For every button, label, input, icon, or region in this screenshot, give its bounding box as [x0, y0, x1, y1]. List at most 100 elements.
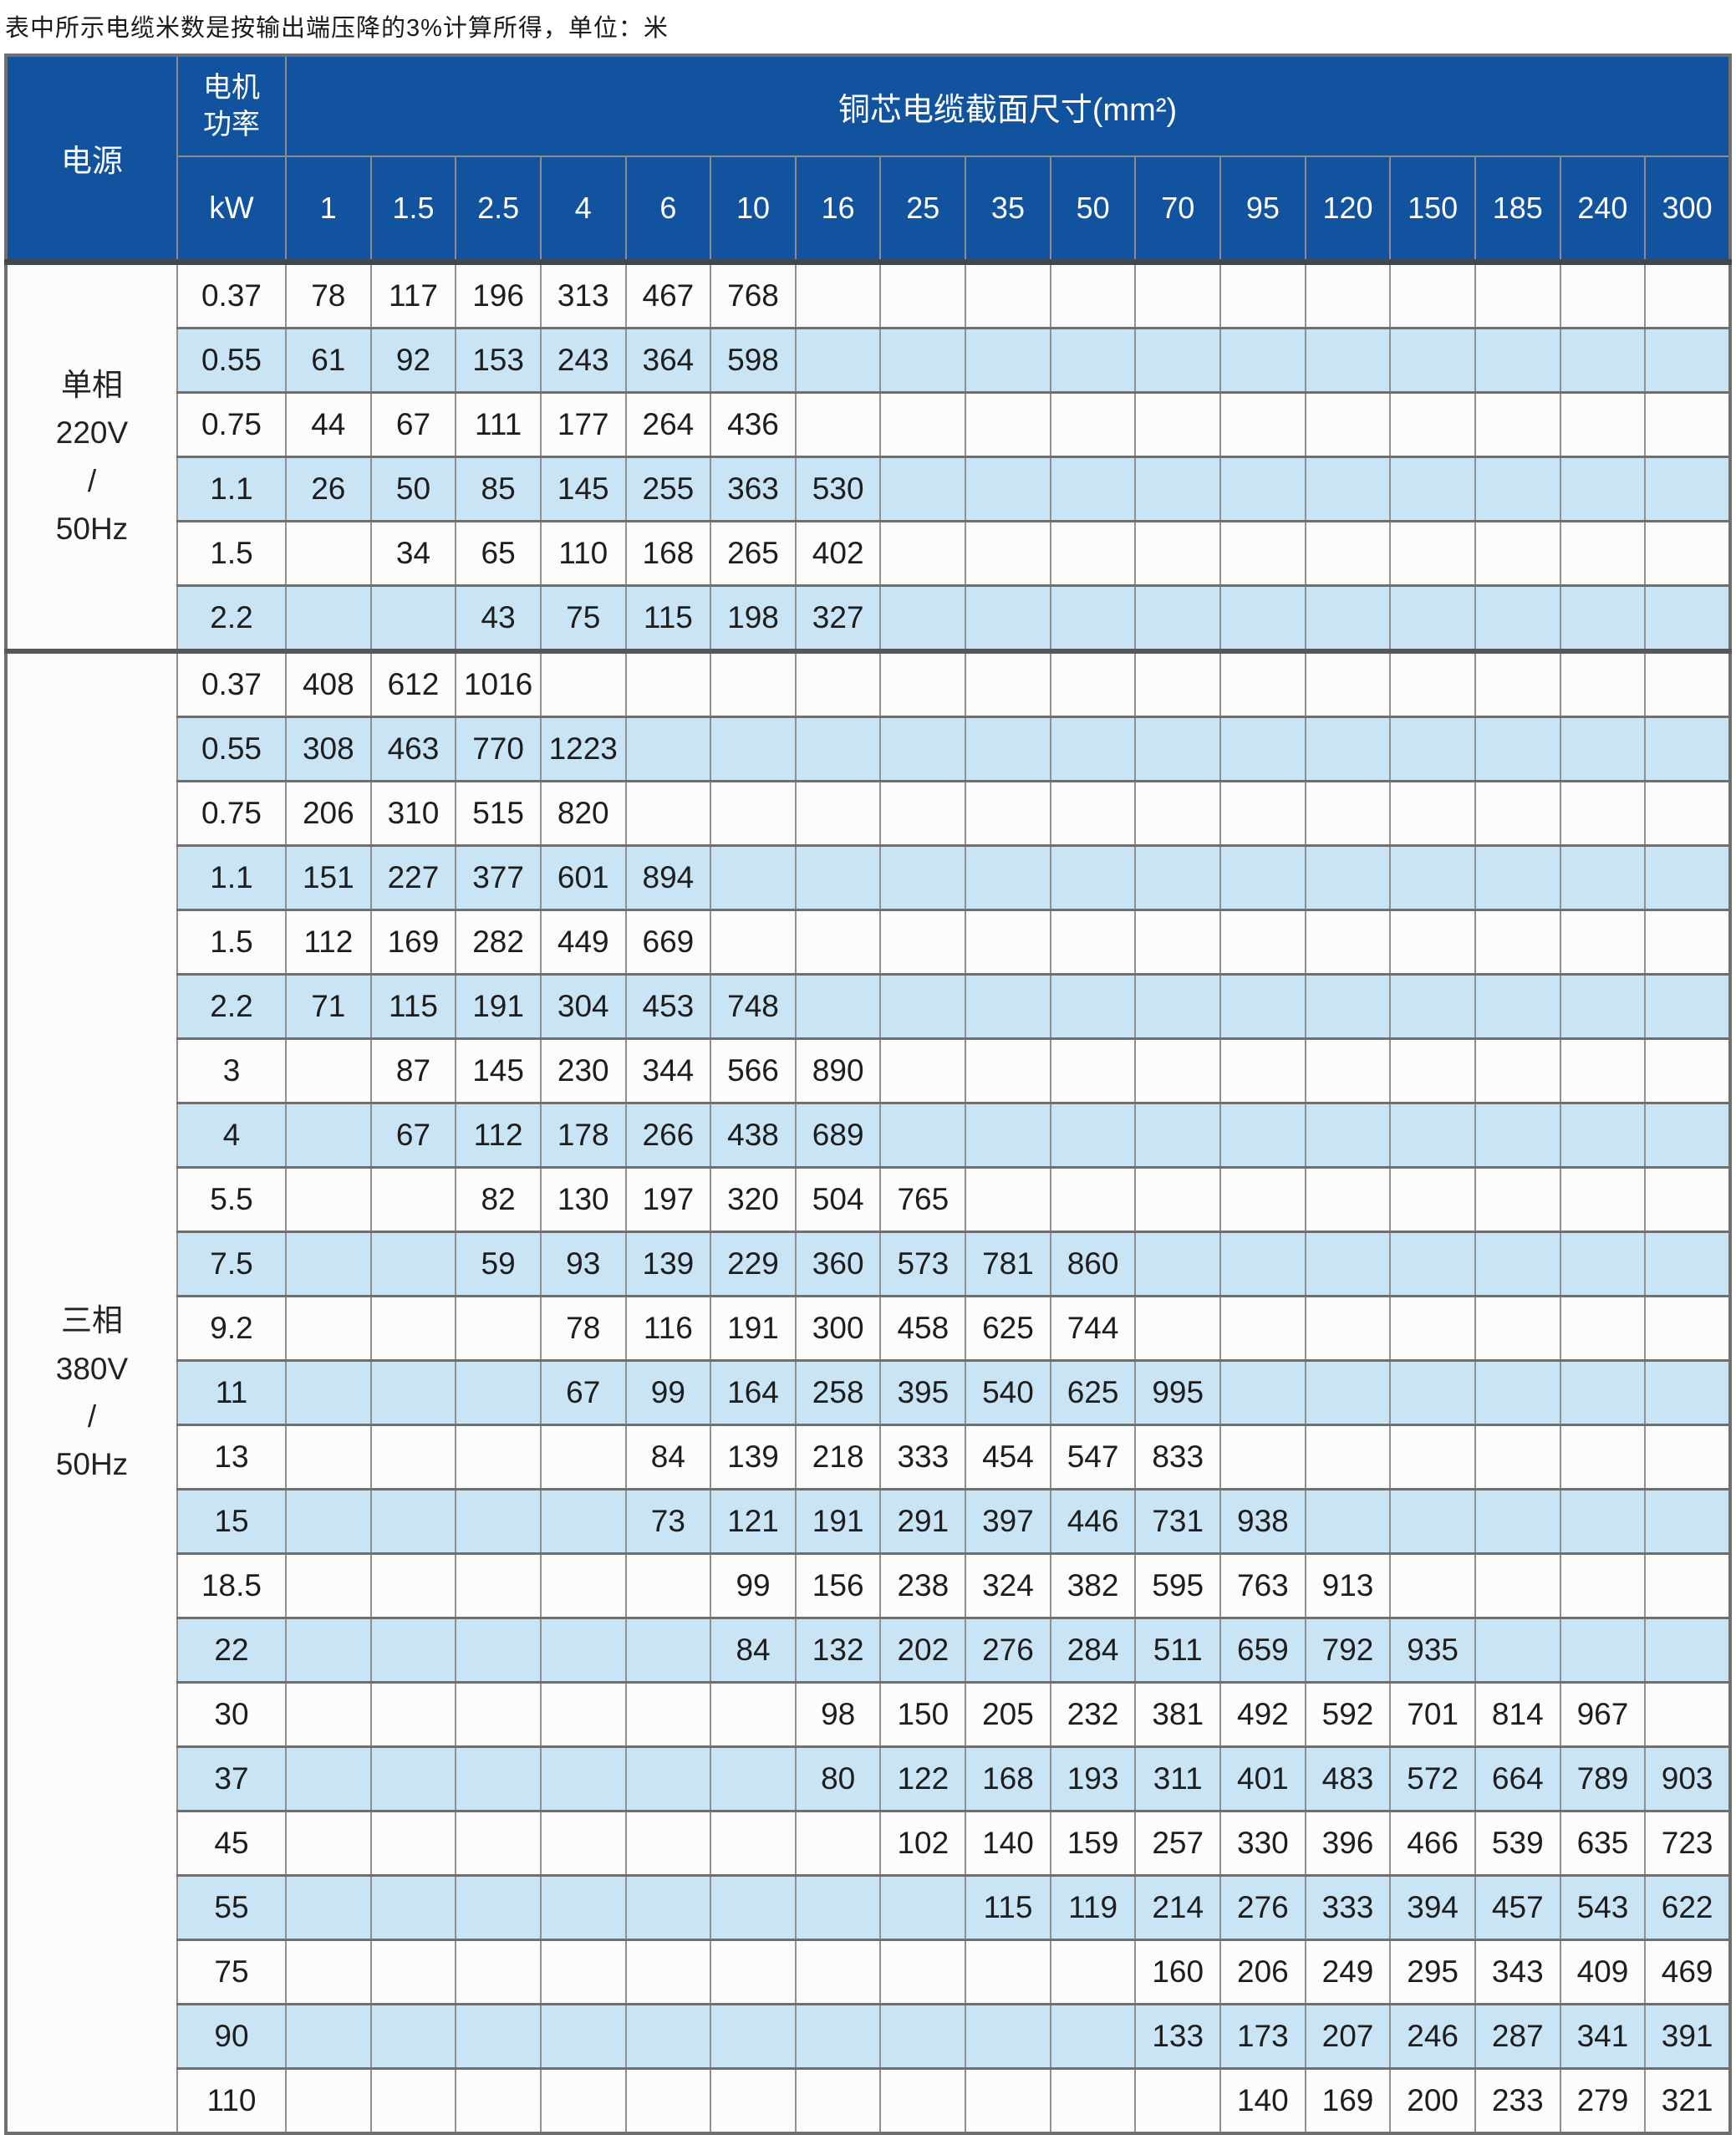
- empty-cell: [879, 844, 967, 911]
- empty-cell: [1304, 973, 1392, 1040]
- empty-cell: [285, 1166, 372, 1233]
- cable-length-value: 539: [1474, 1810, 1561, 1877]
- cable-length-value: 156: [794, 1552, 882, 1619]
- power-source-line: /: [87, 1399, 97, 1434]
- cable-length-value: 598: [710, 327, 797, 394]
- empty-cell: [794, 649, 882, 718]
- empty-cell: [285, 1488, 372, 1555]
- table-row: 18.5 99 156 238 324 382 595 763 913: [6, 1552, 1731, 1619]
- empty-cell: [285, 1552, 372, 1619]
- cable-length-value: 112: [455, 1102, 542, 1169]
- empty-cell: [1304, 259, 1392, 329]
- table-row: 1.5 34 65 110 168 265 402: [6, 520, 1731, 587]
- cable-length-value: 115: [624, 584, 712, 653]
- motor-power-value: 1.1: [176, 456, 287, 522]
- cable-length-value: 381: [1134, 1681, 1222, 1748]
- empty-cell: [1049, 584, 1137, 653]
- cable-length-value: 169: [1304, 2067, 1392, 2135]
- empty-cell: [539, 1552, 627, 1619]
- empty-cell: [1219, 1166, 1306, 1233]
- empty-cell: [879, 391, 967, 458]
- table-row: 0.75 206 310 515 820: [6, 780, 1731, 847]
- empty-cell: [1559, 649, 1647, 718]
- empty-cell: [794, 780, 882, 847]
- table-row: 0.55 308 463 770 1223: [6, 716, 1731, 782]
- cable-length-value: 44: [285, 391, 372, 458]
- cable-length-value: 781: [965, 1231, 1051, 1297]
- empty-cell: [455, 1359, 542, 1426]
- empty-cell: [1219, 716, 1306, 782]
- cable-length-value: 111: [455, 391, 542, 458]
- motor-power-value: 1.1: [176, 844, 287, 911]
- cable-length-value: 382: [1049, 1552, 1137, 1619]
- empty-cell: [879, 584, 967, 653]
- header-row-sizes: kW 1 1.5 2.5 4 6 10 16 25 35 50 70 95 120 150 185 240 30…: [6, 155, 1731, 263]
- empty-cell: [369, 1424, 457, 1490]
- empty-cell: [455, 1874, 542, 1941]
- empty-cell: [285, 1874, 372, 1941]
- cable-length-value: 595: [1134, 1552, 1222, 1619]
- empty-cell: [369, 1681, 457, 1748]
- cable-length-value: 80: [794, 1745, 882, 1812]
- cable-length-value: 295: [1389, 1939, 1476, 2005]
- power-source-line: 50Hz: [55, 511, 129, 546]
- empty-cell: [624, 2067, 712, 2135]
- motor-power-value: 13: [176, 1424, 287, 1490]
- empty-cell: [879, 2003, 967, 2070]
- cable-length-value: 82: [455, 1166, 542, 1233]
- cable-length-value: 394: [1389, 1874, 1476, 1941]
- cable-length-value: 833: [1134, 1424, 1222, 1490]
- cable-length-value: 78: [539, 1295, 627, 1362]
- cable-length-value: 169: [369, 909, 457, 976]
- cable-length-value: 308: [285, 716, 372, 782]
- cable-length-value: 304: [539, 973, 627, 1040]
- empty-cell: [1474, 391, 1561, 458]
- header-size-35: 35: [965, 155, 1051, 263]
- motor-power-value: 9.2: [176, 1295, 287, 1362]
- header-size-6: 6: [624, 155, 712, 263]
- cable-length-value: 287: [1474, 2003, 1561, 2070]
- motor-power-value: 45: [176, 1810, 287, 1877]
- power-source-line: 380V: [55, 1351, 129, 1386]
- table-row: 1.1 151 227 377 601 894: [6, 844, 1731, 911]
- motor-power-value: 11: [176, 1359, 287, 1426]
- empty-cell: [1049, 909, 1137, 976]
- cable-length-value: 266: [624, 1102, 712, 1169]
- empty-cell: [1304, 909, 1392, 976]
- cable-length-value: 115: [965, 1874, 1051, 1941]
- empty-cell: [965, 909, 1051, 976]
- empty-cell: [965, 649, 1051, 718]
- empty-cell: [455, 1810, 542, 1877]
- empty-cell: [455, 1424, 542, 1490]
- empty-cell: [1389, 520, 1476, 587]
- empty-cell: [369, 2067, 457, 2135]
- table-row: 2.2 71 115 191 304 453 748: [6, 973, 1731, 1040]
- cable-length-value: 197: [624, 1166, 712, 1233]
- cable-length-value: 43: [455, 584, 542, 653]
- empty-cell: [455, 1295, 542, 1362]
- cable-length-value: 689: [794, 1102, 882, 1169]
- cable-length-value: 860: [1049, 1231, 1137, 1297]
- power-source-cell: 单相 220V / 50Hz: [5, 259, 178, 653]
- header-size-10: 10: [710, 155, 797, 263]
- header-motor-power: 电机 功率: [176, 54, 287, 157]
- empty-cell: [539, 1745, 627, 1812]
- empty-cell: [1559, 780, 1647, 847]
- header-size-95: 95: [1219, 155, 1306, 263]
- empty-cell: [965, 2003, 1051, 2070]
- empty-cell: [965, 1037, 1051, 1104]
- empty-cell: [369, 1810, 457, 1877]
- motor-power-value: 0.75: [176, 391, 287, 458]
- table-row: 4 67 112 178 266 438 689: [6, 1102, 1731, 1169]
- cable-length-value: 324: [965, 1552, 1051, 1619]
- cable-length-value: 75: [539, 584, 627, 653]
- empty-cell: [1134, 909, 1222, 976]
- cable-length-value: 151: [285, 844, 372, 911]
- empty-cell: [1304, 716, 1392, 782]
- empty-cell: [1049, 973, 1137, 1040]
- cable-length-value: 466: [1389, 1810, 1476, 1877]
- empty-cell: [1644, 844, 1731, 911]
- empty-cell: [965, 716, 1051, 782]
- table-row: 13 84 139 218 333 454 547 833: [6, 1424, 1731, 1490]
- cable-length-value: 770: [455, 716, 542, 782]
